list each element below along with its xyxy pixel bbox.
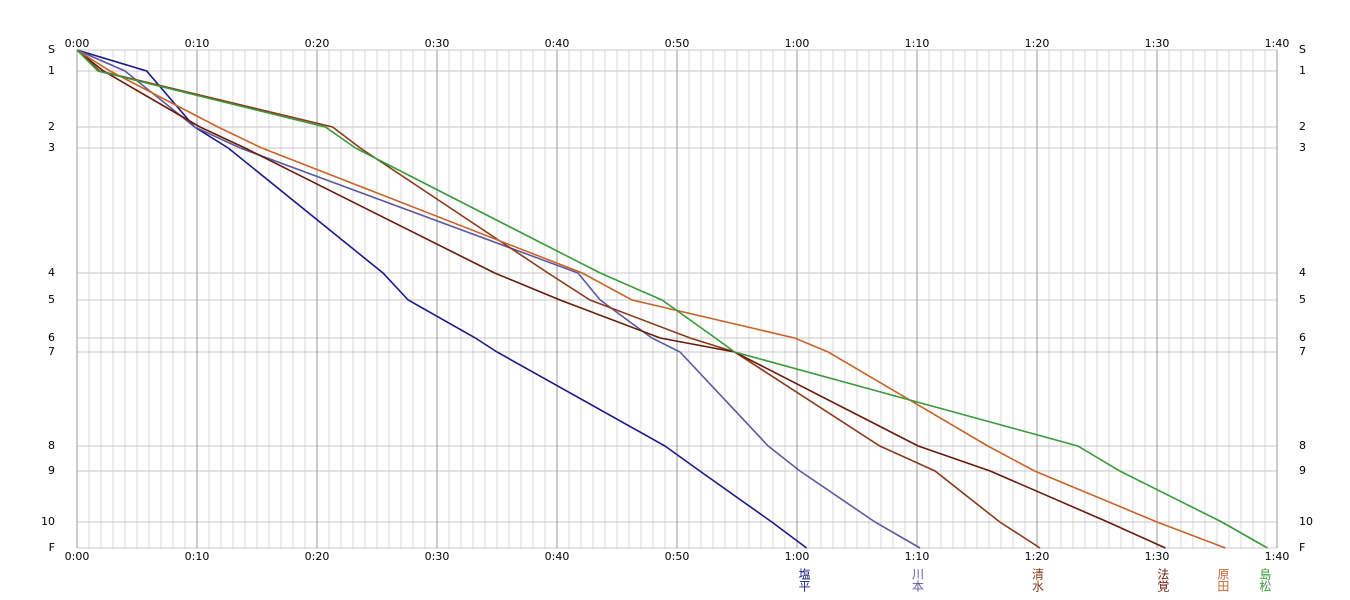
y-tick-label: 1 (48, 64, 55, 77)
x-tick-label: 1:20 (1025, 37, 1050, 50)
x-tick-label: 1:00 (785, 37, 810, 50)
finish-name: 原田 (1216, 568, 1230, 592)
x-tick-label-bottom: 0:10 (185, 550, 210, 563)
x-tick-label-bottom: 0:40 (545, 550, 570, 563)
y-tick-label-right: S (1299, 43, 1306, 56)
x-tick-label-bottom: 0:20 (305, 550, 330, 563)
x-tick-label-bottom: 1:20 (1025, 550, 1050, 563)
x-tick-label-bottom: 1:10 (905, 550, 930, 563)
x-tick-label: 0:30 (425, 37, 450, 50)
y-tick-label-right: 4 (1299, 266, 1306, 279)
y-tick-label-right: 1 (1299, 64, 1306, 77)
finish-name: 島松 (1258, 567, 1272, 592)
x-tick-label: 0:20 (305, 37, 330, 50)
x-tick-label: 0:10 (185, 37, 210, 50)
y-tick-label-right: 3 (1299, 141, 1306, 154)
y-tick-label-right: F (1299, 541, 1305, 554)
x-tick-label: 1:40 (1265, 37, 1290, 50)
x-tick-label: 1:30 (1145, 37, 1170, 50)
series-line (76, 49, 1166, 549)
y-tick-label: 5 (48, 293, 55, 306)
y-tick-label: 10 (41, 515, 55, 528)
series-line (76, 49, 1226, 549)
y-tick-label: 9 (48, 464, 55, 477)
x-tick-label-bottom: 0:00 (65, 550, 90, 563)
y-tick-label: 2 (48, 120, 55, 133)
x-tick-label-bottom: 0:50 (665, 550, 690, 563)
x-tick-label-bottom: 1:00 (785, 550, 810, 563)
y-tick-label-right: 2 (1299, 120, 1306, 133)
x-tick-label-bottom: 1:30 (1145, 550, 1170, 563)
x-tick-label: 1:10 (905, 37, 930, 50)
series-line (76, 49, 808, 549)
x-tick-label: 0:40 (545, 37, 570, 50)
x-tick-label: 0:00 (65, 37, 90, 50)
series-line (76, 49, 1041, 549)
x-tick-label-bottom: 1:40 (1265, 550, 1290, 563)
y-tick-label-right: 8 (1299, 439, 1306, 452)
finish-name: 塩平 (797, 567, 811, 592)
y-tick-label-right: 9 (1299, 464, 1306, 477)
y-tick-label-right: 6 (1299, 331, 1306, 344)
y-tick-label: 7 (48, 345, 55, 358)
series-line (76, 49, 921, 549)
x-tick-label-bottom: 0:30 (425, 550, 450, 563)
y-tick-label: 4 (48, 266, 55, 279)
y-tick-label: 3 (48, 141, 55, 154)
y-tick-label-right: 10 (1299, 515, 1313, 528)
y-tick-label-right: 5 (1299, 293, 1306, 306)
y-tick-label-right: 7 (1299, 345, 1306, 358)
finish-name: 川本 (911, 568, 925, 593)
x-tick-label: 0:50 (665, 37, 690, 50)
y-tick-label: F (49, 541, 55, 554)
y-tick-label: S (48, 43, 55, 56)
y-tick-label: 6 (48, 331, 55, 344)
finish-name: 清水 (1031, 568, 1045, 592)
finish-name: 法覚 (1156, 568, 1170, 592)
series-line (76, 49, 1268, 549)
y-tick-label: 8 (48, 439, 55, 452)
